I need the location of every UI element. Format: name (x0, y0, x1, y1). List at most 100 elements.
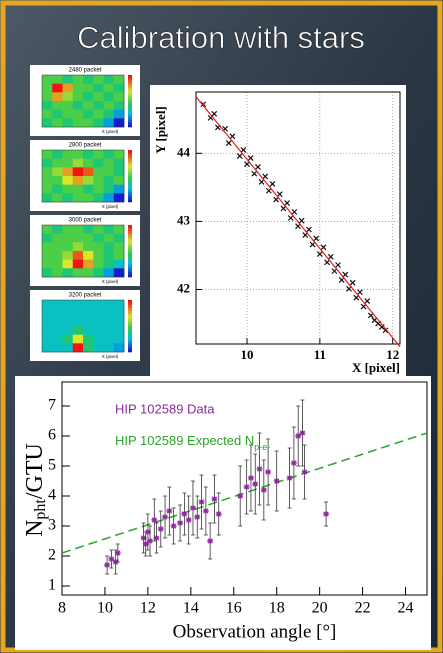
point (382, 327, 389, 334)
heatmap-cell (42, 300, 53, 309)
point (364, 298, 371, 305)
colorbar (128, 251, 132, 254)
colorbar (128, 186, 132, 190)
heatmap-cell (93, 118, 104, 128)
point (247, 155, 254, 161)
point (265, 187, 272, 194)
heatmap-cell (83, 242, 94, 252)
point (313, 235, 320, 242)
point (200, 101, 207, 108)
heatmap-cell (72, 158, 84, 168)
colorbar (128, 157, 132, 161)
heatmap-cell (93, 259, 104, 269)
heatmap-cell (72, 268, 84, 278)
heatmap-cell (72, 150, 84, 159)
heatmap-x-label: X (pixel) (102, 354, 119, 359)
data-point (185, 517, 192, 523)
heatmap-cell (83, 334, 94, 344)
heatmap-cell (52, 92, 63, 102)
heatmap-cell (103, 109, 115, 119)
heatmap-cell (83, 92, 94, 102)
heatmap-cell (113, 109, 125, 119)
heatmap-cell (52, 75, 63, 84)
point (211, 110, 218, 117)
x-tick-label: 10 (97, 600, 113, 617)
colorbar (128, 103, 132, 107)
heatmap-cell (93, 184, 104, 194)
x-tick-label: 18 (269, 600, 285, 617)
heatmap-cell (103, 317, 115, 327)
heatmap-cell (83, 176, 94, 185)
colorbar (128, 152, 132, 156)
heatmap-cell (93, 300, 104, 309)
colorbar (128, 160, 132, 164)
heatmap-cell (93, 101, 104, 110)
heatmap-cell (103, 326, 115, 335)
colorbar (128, 75, 132, 78)
heatmap-cell (103, 334, 115, 344)
x-tick-label: 22 (355, 600, 371, 617)
heatmap-cell (93, 343, 104, 353)
point (262, 173, 269, 180)
y-axis-label: Y [pixel] (153, 106, 168, 154)
data-point (140, 535, 147, 541)
error-cap (113, 549, 118, 575)
heatmap-cell (42, 118, 53, 128)
data-point (112, 559, 119, 565)
error-cap (253, 453, 258, 515)
colorbar (128, 235, 132, 239)
heatmap-cell (62, 242, 74, 252)
error-cap (238, 465, 243, 527)
point (284, 200, 290, 206)
data-point (194, 514, 201, 520)
heatmap-cell (103, 251, 115, 260)
heatmap-cell (83, 109, 94, 119)
data-point (157, 526, 164, 532)
heatmap-cell (62, 193, 74, 203)
heatmap-cell (42, 167, 53, 177)
heatmap-cell (62, 167, 74, 177)
point (287, 215, 294, 221)
colorbar (128, 80, 132, 84)
heatmap-cell (72, 233, 84, 243)
heatmap-cell (42, 242, 53, 252)
colorbar (128, 305, 132, 309)
heatmap-cell (52, 308, 63, 318)
heatmap-cell (83, 184, 94, 194)
data-point (181, 511, 188, 517)
heatmap-cell (103, 259, 115, 269)
error-cap (195, 495, 200, 539)
colorbar (128, 232, 132, 236)
heatmap-cell (103, 150, 115, 159)
colorbar (128, 119, 132, 123)
heatmap-cell (42, 251, 53, 260)
error-cap (154, 522, 159, 554)
heatmap-cell (83, 101, 94, 110)
colorbar (128, 346, 132, 350)
heatmap-cell (93, 317, 104, 327)
slide-title: Calibration with stars (77, 20, 365, 55)
heatmap-cell (42, 101, 53, 110)
heatmap-cell (103, 343, 115, 353)
point (342, 271, 349, 278)
data-point (189, 505, 196, 511)
heatmap-cell (93, 326, 104, 335)
colorbar (128, 124, 132, 128)
error-cap (244, 459, 249, 515)
heatmap-cell (62, 75, 74, 84)
heatmap-cell (62, 326, 74, 335)
data-point (290, 460, 297, 466)
heatmap-cell (62, 92, 74, 102)
heatmap-cell (83, 268, 94, 278)
heatmap-cell (72, 75, 84, 84)
heatmap-cell (103, 300, 115, 309)
point (338, 277, 345, 283)
y-tick-label: 2 (48, 547, 56, 564)
colorbar (128, 271, 132, 275)
colorbar (128, 333, 132, 337)
colorbar (128, 344, 132, 348)
x-tick-label: 12 (140, 600, 156, 617)
error-cap (216, 492, 221, 536)
heatmap-cell (52, 233, 63, 243)
